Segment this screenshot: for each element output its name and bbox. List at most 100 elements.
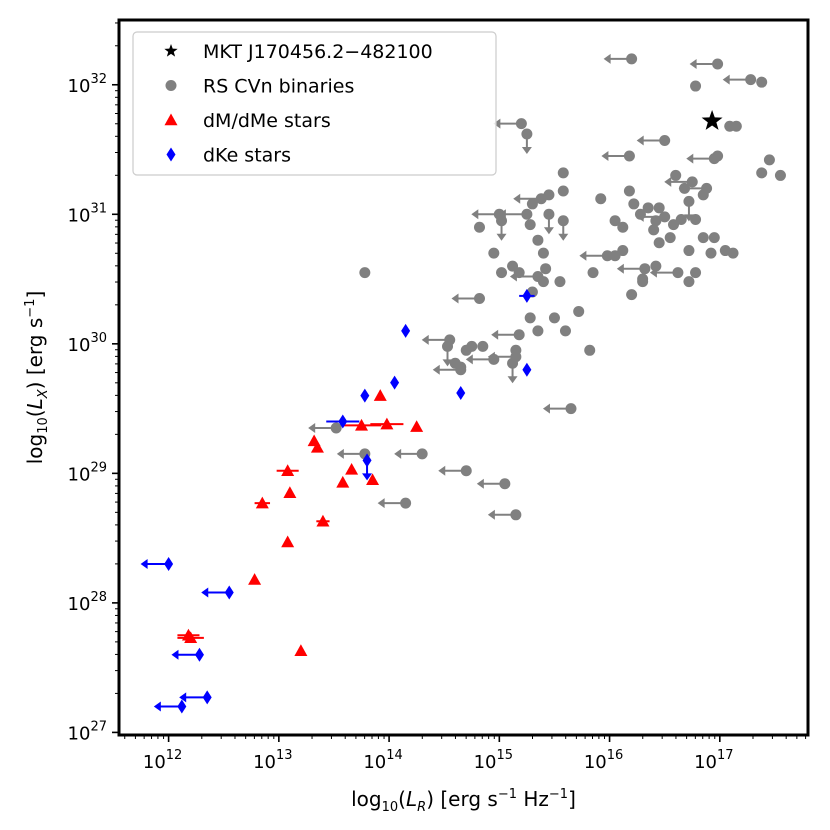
rs-cvn-binaries-ulx-head-50 — [649, 267, 657, 278]
rs-cvn-binaries-point-13 — [756, 167, 768, 179]
rs-cvn-binaries-point-10 — [712, 150, 724, 162]
rs-cvn-binaries-uly-head-80 — [496, 233, 507, 241]
rs-cvn-binaries-ulx-head-24 — [678, 183, 686, 194]
rs-cvn-binaries-ulx-head-91 — [465, 354, 473, 365]
rs-cvn-binaries-point-80 — [496, 215, 508, 227]
dm-dme-stars-point-11 — [336, 475, 350, 488]
legend-marker-0 — [164, 44, 178, 57]
rs-cvn-binaries-point-97 — [455, 361, 467, 373]
plot-frame — [117, 18, 810, 737]
legend-marker-1 — [165, 80, 177, 91]
dm-dme-stars-point-16 — [373, 389, 387, 401]
dke-stars-point-0 — [164, 557, 174, 572]
rs-cvn-binaries-point-28 — [642, 202, 654, 214]
rs-cvn-binaries-point-107 — [330, 422, 342, 434]
dke-stars-ulx-head-4 — [153, 701, 161, 712]
dm-dme-stars-point-6 — [255, 496, 269, 509]
rs-cvn-binaries-point-8 — [623, 150, 635, 162]
rs-cvn-binaries-uly-head-74 — [558, 233, 569, 241]
rs-cvn-binaries-point-18 — [623, 185, 635, 197]
dm-dme-stars-point-10 — [310, 440, 324, 453]
dm-dme-stars-point-4 — [281, 535, 295, 548]
rs-cvn-binaries-ulx-head-99 — [542, 403, 550, 414]
rs-cvn-binaries-point-75 — [521, 208, 533, 220]
x-tick-label-5: 1017 — [694, 748, 733, 773]
rs-cvn-binaries-point-76 — [535, 193, 547, 205]
dke-stars-point-3 — [202, 690, 212, 705]
rs-cvn-binaries-point-42 — [719, 245, 731, 257]
rs-cvn-binaries-point-6 — [730, 120, 742, 132]
dm-dme-stars-point-17 — [410, 420, 424, 432]
dm-dme-stars-point-1 — [181, 628, 195, 641]
rs-cvn-binaries-ulx-head-95 — [432, 364, 440, 375]
rs-cvn-binaries-ulx-head-92 — [487, 351, 495, 362]
legend-label-3: dKe stars — [203, 145, 291, 167]
rs-cvn-binaries-point-49 — [650, 260, 662, 272]
dm-dme-stars-point-8 — [281, 464, 295, 476]
x-tick-label-3: 1015 — [474, 748, 513, 773]
rs-cvn-binaries-ulx-head-22 — [664, 176, 672, 187]
dm-dme-stars-point-12 — [345, 462, 359, 475]
dke-stars-point-11 — [522, 362, 532, 377]
rs-cvn-binaries-ulx-head-83 — [451, 293, 459, 304]
rs-cvn-binaries-point-43 — [708, 232, 720, 244]
dke-stars-point-2 — [194, 647, 204, 662]
rs-cvn-binaries-point-24 — [701, 182, 713, 194]
rs-cvn-binaries-point-83 — [473, 292, 485, 304]
rs-cvn-binaries-point-32 — [675, 213, 687, 225]
dke-stars-point-12 — [362, 453, 372, 468]
rs-cvn-binaries-point-0 — [626, 53, 638, 65]
rs-cvn-binaries-ulx-head-2 — [689, 59, 697, 70]
rs-cvn-binaries-point-2 — [712, 58, 724, 70]
rs-cvn-binaries-point-73 — [543, 208, 555, 220]
rs-cvn-binaries-point-82 — [488, 247, 500, 259]
rs-cvn-binaries-point-65 — [524, 312, 536, 324]
rs-cvn-binaries-ulx-head-107 — [308, 423, 316, 434]
rs-cvn-binaries-ulx-head-3 — [722, 74, 730, 85]
rs-cvn-binaries-point-50 — [672, 267, 684, 279]
rs-cvn-binaries-point-68 — [573, 305, 585, 317]
rs-cvn-binaries-ulx-head-85 — [491, 329, 499, 340]
dke-stars-point-10 — [522, 288, 532, 303]
rs-cvn-binaries-point-16 — [557, 185, 569, 197]
dke-stars-point-7 — [390, 375, 400, 390]
rs-cvn-binaries-point-45 — [601, 250, 613, 262]
rs-cvn-binaries-point-52 — [587, 267, 599, 279]
rs-cvn-binaries-point-31 — [668, 219, 680, 231]
rs-cvn-binaries-point-51 — [690, 267, 702, 279]
rs-cvn-binaries-point-37 — [664, 232, 676, 244]
mkt-j170456-2-482100-point-0 — [701, 110, 723, 130]
rs-cvn-binaries-point-48 — [639, 263, 651, 275]
rs-cvn-binaries-point-102 — [460, 465, 472, 477]
rs-cvn-binaries-point-78 — [521, 128, 533, 140]
rs-cvn-binaries-point-35 — [617, 221, 629, 233]
legend-marker-3 — [166, 147, 176, 162]
dke-stars-point-4 — [177, 699, 187, 714]
rs-cvn-binaries-point-7 — [659, 134, 671, 146]
y-tick-label-4: 1031 — [68, 201, 107, 226]
y-tick-label-3: 1030 — [68, 331, 107, 356]
dke-stars-point-1 — [224, 585, 234, 600]
rs-cvn-binaries-point-56 — [626, 289, 638, 301]
dke-stars-ulx-head-0 — [140, 559, 148, 570]
dm-dme-stars-point-14 — [355, 418, 369, 431]
legend: MKT J170456.2−482100 RS CVn binaries dM/dM… — [132, 31, 497, 176]
legend-marker-2 — [164, 113, 178, 126]
rs-cvn-binaries-uly-head-73 — [543, 227, 554, 235]
rs-cvn-binaries-point-11 — [763, 154, 775, 166]
rs-cvn-binaries-ulx-head-79 — [471, 209, 479, 220]
dm-dme-stars-point-7 — [283, 486, 297, 498]
rs-cvn-binaries-point-39 — [683, 245, 695, 257]
x-tick-label-0: 1012 — [143, 748, 182, 773]
rs-cvn-binaries-ulx-head-9 — [686, 153, 694, 164]
rs-cvn-binaries-point-99 — [565, 403, 577, 415]
dm-dme-stars-point-15 — [380, 417, 394, 430]
rs-cvn-binaries-point-47 — [609, 250, 621, 262]
legend-box — [132, 31, 497, 176]
rs-cvn-binaries-point-57 — [554, 276, 566, 288]
rs-cvn-binaries-point-30 — [659, 211, 671, 223]
rs-cvn-binaries-ulx-head-106 — [336, 448, 344, 459]
dke-stars-point-5 — [338, 414, 348, 429]
rs-cvn-binaries-point-3 — [745, 74, 757, 86]
